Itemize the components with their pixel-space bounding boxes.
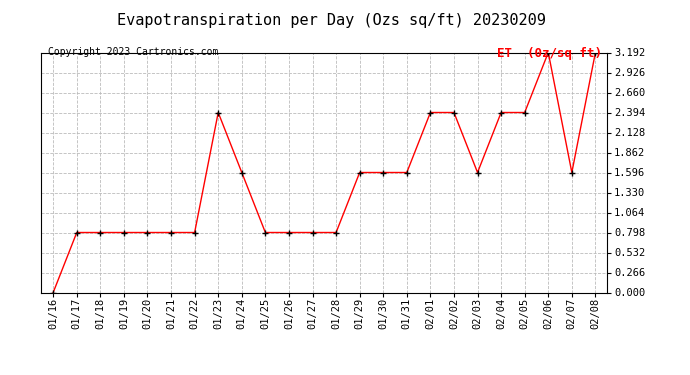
Text: ET  (0z/sq ft): ET (0z/sq ft)	[497, 47, 602, 60]
Text: Copyright 2023 Cartronics.com: Copyright 2023 Cartronics.com	[48, 47, 219, 57]
Text: Evapotranspiration per Day (Ozs sq/ft) 20230209: Evapotranspiration per Day (Ozs sq/ft) 2…	[117, 13, 546, 28]
